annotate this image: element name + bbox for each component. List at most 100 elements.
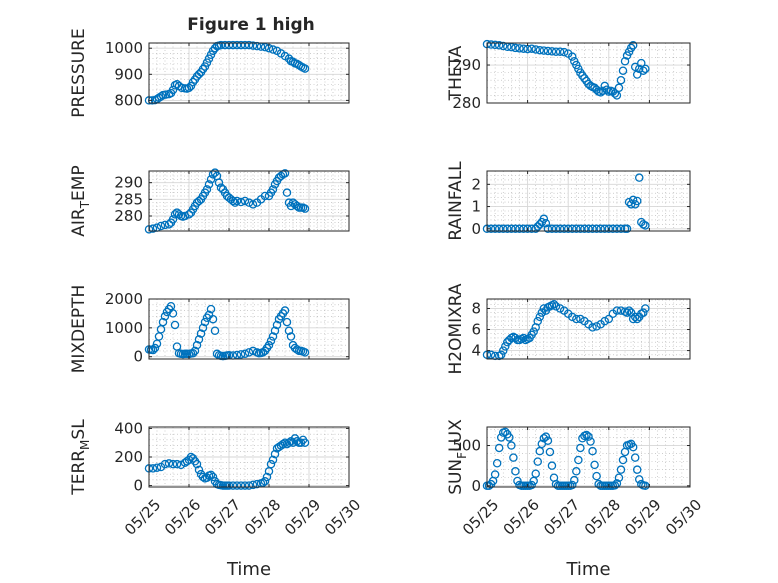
x-tick-label: 05/29 [621,496,664,539]
data-point [511,43,520,53]
data-point [533,457,543,466]
data-point [551,224,561,234]
y-axis-label-subscript: F [455,452,469,459]
data-point [258,478,268,487]
data-point [270,326,280,335]
data-point [616,75,626,85]
data-point [164,459,174,468]
data-point [592,471,601,481]
x-tick-label: 05/26 [500,496,543,539]
data-point [559,47,569,57]
data-point [300,438,310,447]
data-point [236,197,246,207]
data-point [272,320,282,330]
data-point [515,44,524,53]
data-point [288,438,298,447]
figure-title: Figure 1 high [187,15,315,35]
y-axis-label: PRESSURE [69,28,89,117]
y-tick-label: 500 [452,437,481,455]
subplot-4: 0 1 2 RAINFALL [446,161,691,241]
data-point [632,70,642,79]
data-point [184,83,194,93]
data-point [232,196,242,206]
data-point [630,62,640,72]
y-tick-label: 0 [471,477,481,495]
data-point [280,438,290,447]
data-point [498,224,508,234]
data-point [280,306,290,315]
data-point [632,196,642,206]
data-point [535,312,545,322]
data-point [610,89,620,98]
x-tick-label: 05/25 [459,496,502,539]
data-point [637,58,646,68]
data-point [572,224,581,234]
data-point [204,180,214,189]
data-point [192,459,202,469]
data-point [549,300,559,309]
data-point [268,45,278,54]
plot-area [487,171,690,231]
data-point [610,481,620,490]
data-point [539,46,549,55]
data-point [244,348,254,357]
axes-box [148,298,350,360]
data-point [511,224,520,234]
data-point [547,47,557,56]
data-point [588,224,597,234]
data-point [592,322,601,331]
data-point [260,42,270,52]
data-point [248,480,258,490]
y-axis-label: MIXDEPTH [69,285,89,374]
data-point [498,41,508,51]
minor-grid [149,427,349,487]
data-point [543,46,553,56]
data-point [612,306,622,315]
data-point [240,40,250,50]
data-point [511,467,520,476]
data-point [494,224,504,234]
subplot-5: 0 1000 2000 MIXDEPTH [69,285,350,374]
data-point [563,224,573,234]
data-point [582,430,591,440]
x-tick-label: 05/28 [241,496,284,539]
data-point [612,91,622,100]
data-point [152,463,162,472]
y-tick-label: 400 [114,419,143,437]
data-point [539,214,549,224]
data-point [236,40,246,50]
data-point [612,224,622,234]
data-point [284,438,294,447]
data-point [266,336,276,346]
data-point [568,52,577,61]
y-tick-label: 800 [114,91,143,109]
data-point [286,332,296,341]
data-point [224,40,234,50]
subplot-6: 4 6 8 H2OMIXRA [446,283,691,375]
data-point [260,477,270,486]
x-axis-label: Time [226,559,271,580]
data-point [236,350,246,359]
data-point [168,459,178,469]
y-tick-label: 0 [133,348,143,366]
data-point [228,196,238,206]
data-point [570,475,579,485]
y-axis-label-main: AIR [69,208,89,237]
data-point [641,221,650,230]
data-point [515,224,524,234]
data-point [618,455,628,465]
data-point [588,446,597,456]
data-point [490,224,500,234]
data-point [172,459,182,469]
data-point [509,453,518,462]
data-point [198,472,208,482]
plot-area [487,43,690,103]
data-point [200,317,210,327]
y-axis-label-main: TERR [69,450,89,496]
data-point [580,224,589,234]
data-point [168,215,178,224]
data-point [268,455,278,465]
data-point [248,200,258,209]
